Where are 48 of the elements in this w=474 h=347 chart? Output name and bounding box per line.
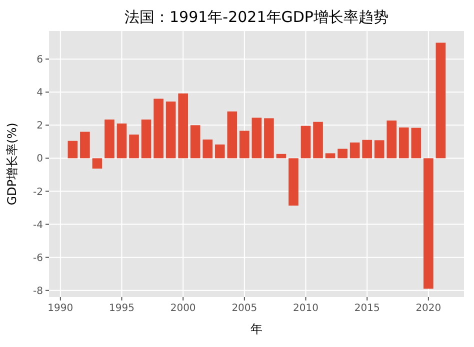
x-tick-label: 2005 <box>232 303 258 314</box>
x-tick-label: 2020 <box>416 303 442 314</box>
y-tick-label: 2 <box>36 120 43 132</box>
bar <box>141 120 152 158</box>
bar <box>411 128 422 158</box>
bar <box>129 134 139 158</box>
bar <box>300 126 311 158</box>
bar <box>252 118 262 158</box>
bar <box>374 140 384 158</box>
bar <box>104 120 114 158</box>
bar <box>202 140 213 158</box>
bar <box>276 154 286 158</box>
bar <box>436 42 446 158</box>
x-tick-label: 1990 <box>48 303 74 314</box>
bar <box>362 140 372 158</box>
y-axis-title: GDP增长率(%) <box>5 122 19 206</box>
bar <box>92 158 102 169</box>
bar <box>424 158 434 289</box>
bar <box>116 124 127 158</box>
bar <box>240 130 250 158</box>
y-tick-label: 4 <box>36 88 43 99</box>
bar <box>288 158 298 206</box>
bar <box>398 127 409 158</box>
bar <box>350 142 360 158</box>
bar <box>68 140 78 158</box>
bar <box>386 120 397 158</box>
bar <box>166 102 176 158</box>
y-tick-label: 0 <box>36 154 43 165</box>
y-tick-label: -8 <box>33 286 43 297</box>
bar <box>227 111 238 158</box>
chart-title: 法国：1991年-2021年GDP增长率趋势 <box>124 8 388 26</box>
x-tick-label: 1995 <box>109 303 134 314</box>
bar <box>80 132 90 158</box>
bar <box>264 118 274 158</box>
x-axis-title: 年 <box>250 322 262 336</box>
bar <box>190 125 200 158</box>
y-tick-label: -2 <box>33 186 43 198</box>
bar <box>214 144 225 158</box>
y-tick-label: -4 <box>33 220 43 231</box>
bar <box>338 148 348 158</box>
y-tick-label: 6 <box>36 54 43 66</box>
bar <box>178 93 188 158</box>
x-tick-label: 2010 <box>293 303 318 314</box>
x-tick-label: 2015 <box>354 303 380 314</box>
bar <box>154 98 164 158</box>
y-tick-label: -6 <box>33 252 43 264</box>
bar <box>313 122 323 158</box>
x-tick-label: 2000 <box>170 303 196 314</box>
